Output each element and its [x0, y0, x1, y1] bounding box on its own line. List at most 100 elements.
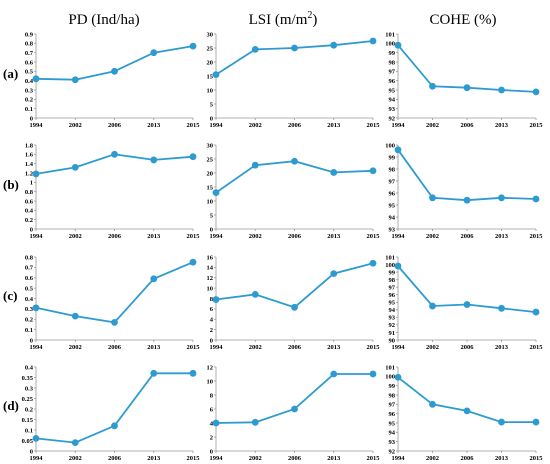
y-tick-label-d-lsi: 6	[210, 406, 214, 413]
y-tick-label-a-lsi: 30	[207, 31, 214, 38]
x-tick-label-b-lsi: 2013	[327, 233, 341, 240]
y-tick-label-a-lsi: 0	[210, 115, 213, 122]
y-tick-label-d-pd: 0.2	[25, 406, 33, 413]
y-tick-label-c-lsi: 6	[210, 306, 214, 313]
y-tick-label-a-lsi: 10	[207, 87, 214, 94]
x-tick-label-a-lsi: 1994	[210, 122, 224, 129]
y-tick-label-c-cohe: 92	[389, 322, 396, 329]
x-tick-label-d-pd: 2006	[108, 455, 122, 462]
y-tick-label-a-cohe: 100	[385, 41, 395, 48]
y-tick-label-c-pd: 0.3	[25, 306, 34, 313]
data-point-a-cohe	[532, 88, 540, 96]
x-tick-label-a-cohe: 2002	[426, 122, 439, 129]
series-line-c-pd	[35, 261, 194, 324]
y-tick-label-d-pd: 0.35	[22, 375, 34, 382]
y-tick-label-c-pd: 0.6	[25, 275, 34, 282]
x-tick-label-d-pd: 2015	[187, 455, 201, 462]
y-tick-label-b-lsi: 0	[210, 226, 213, 233]
x-tick-label-a-cohe: 2015	[530, 122, 544, 129]
y-tick-label-c-lsi: 16	[207, 254, 214, 261]
y-tick-label-d-cohe: 93	[389, 439, 396, 446]
y-tick-label-b-pd: 1.6	[25, 152, 34, 159]
x-tick-label-c-pd: 2013	[147, 344, 161, 351]
y-tick-label-b-pd: 0.4	[25, 208, 34, 215]
x-tick-label-b-lsi: 1994	[210, 233, 224, 240]
y-tick-label-c-cohe: 99	[389, 269, 396, 276]
x-tick-label-c-cohe: 1994	[392, 344, 406, 351]
data-point-d-lsi	[291, 405, 298, 413]
x-tick-label-a-pd: 2013	[147, 122, 161, 129]
y-tick-label-d-pd: 0.3	[25, 385, 34, 392]
y-tick-label-a-cohe: 101	[385, 31, 395, 38]
x-tick-label-a-pd: 2002	[69, 122, 82, 129]
data-point-a-lsi	[291, 44, 298, 52]
y-tick-label-c-pd: 0	[30, 337, 33, 344]
x-tick-label-d-pd: 2013	[147, 455, 161, 462]
x-tick-label-b-lsi: 2006	[288, 233, 302, 240]
data-point-c-lsi	[291, 303, 298, 311]
y-tick-label-b-lsi: 25	[207, 156, 214, 163]
y-tick-label-d-cohe: 98	[389, 392, 396, 399]
panel-b-lsi: 0 5 10 15 20 25 30 1994 2002 2006 2013 2015	[207, 142, 381, 240]
y-tick-label-a-pd: 0.4	[25, 78, 34, 85]
x-tick-label-c-cohe: 2013	[495, 344, 509, 351]
y-tick-label-d-lsi: 4	[210, 420, 214, 427]
y-tick-label-d-pd: 0.4	[25, 364, 34, 371]
x-tick-label-a-cohe: 2013	[495, 122, 509, 129]
x-tick-label-d-pd: 1994	[30, 455, 44, 462]
y-tick-label-d-pd: 0.15	[22, 417, 34, 424]
x-tick-label-c-lsi: 2006	[288, 344, 302, 351]
x-tick-label-b-pd: 2015	[187, 233, 201, 240]
panel-a-lsi: 0 5 10 15 20 25 30 1994 2002 2006 2013 2015	[207, 31, 381, 129]
x-tick-label-c-lsi: 2015	[367, 344, 381, 351]
column-title-lsi-sup: 2	[307, 10, 312, 21]
y-tick-label-b-pd: 1	[30, 180, 33, 187]
series-line-c-lsi	[215, 262, 374, 309]
y-tick-label-b-lsi: 15	[207, 184, 214, 191]
y-tick-label-a-pd: 0.3	[25, 87, 34, 94]
x-tick-label-b-pd: 2002	[69, 233, 82, 240]
y-tick-label-b-cohe: 100	[385, 142, 395, 149]
x-tick-label-d-cohe: 2002	[426, 455, 439, 462]
data-point-c-lsi	[369, 259, 377, 267]
y-tick-label-c-cohe: 90	[389, 337, 396, 344]
x-tick-label-d-lsi: 1994	[210, 455, 224, 462]
y-tick-label-b-lsi: 5	[210, 212, 214, 219]
data-point-d-pd	[150, 369, 158, 377]
x-tick-label-a-pd: 1994	[30, 122, 44, 129]
y-tick-label-b-pd: 0.8	[25, 189, 34, 196]
y-tick-label-a-cohe: 96	[389, 78, 396, 85]
data-point-b-pd	[150, 156, 158, 164]
y-tick-label-a-pd: 0.6	[25, 59, 34, 66]
panel-a-pd: 0 0.1 0.2 0.3 0.4 0.5 0.6 0.7 0.8 0.9 1994 2002 2006…	[25, 31, 200, 129]
data-point-b-lsi	[369, 167, 377, 175]
y-tick-label-a-lsi: 15	[207, 73, 214, 80]
x-tick-label-c-cohe: 2002	[426, 344, 439, 351]
y-tick-label-d-pd: 0.25	[22, 396, 34, 403]
y-tick-label-b-pd: 0.2	[25, 217, 33, 224]
data-point-c-pd	[32, 304, 40, 312]
panel-d-lsi: 0 2 4 6 8 10 12 1994 2002 2006 2013 2015	[207, 364, 381, 462]
data-point-a-lsi	[251, 46, 259, 53]
x-tick-label-a-lsi: 2002	[249, 122, 262, 129]
data-point-a-pd	[111, 67, 118, 75]
y-tick-label-c-pd: 0.5	[25, 285, 34, 292]
data-point-c-lsi	[330, 270, 338, 277]
y-tick-label-b-pd: 1.4	[25, 161, 34, 168]
y-tick-label-a-cohe: 92	[389, 115, 396, 122]
panel-c-lsi: 0 2 4 6 8 10 12 14 16 1994 2002 2006 2013 2015	[207, 254, 381, 351]
y-tick-label-b-cohe: 97	[389, 178, 396, 185]
data-point-a-pd	[150, 49, 158, 57]
data-point-d-cohe	[429, 400, 436, 408]
data-point-c-cohe	[498, 304, 505, 312]
y-tick-label-c-cohe: 98	[389, 277, 396, 284]
series-line-b-cohe	[397, 149, 537, 202]
data-point-b-cohe	[498, 194, 505, 202]
column-title-pd: PD (Ind/ha)	[68, 12, 139, 28]
panel-d-cohe: 92 93 94 95 96 97 98 99 100 101 1994 2002 2006 2013 20…	[385, 364, 543, 462]
x-tick-label-d-cohe: 2013	[495, 455, 509, 462]
data-point-d-pd	[32, 435, 40, 442]
data-point-b-lsi	[330, 169, 338, 176]
y-tick-label-c-lsi: 0	[210, 337, 213, 344]
